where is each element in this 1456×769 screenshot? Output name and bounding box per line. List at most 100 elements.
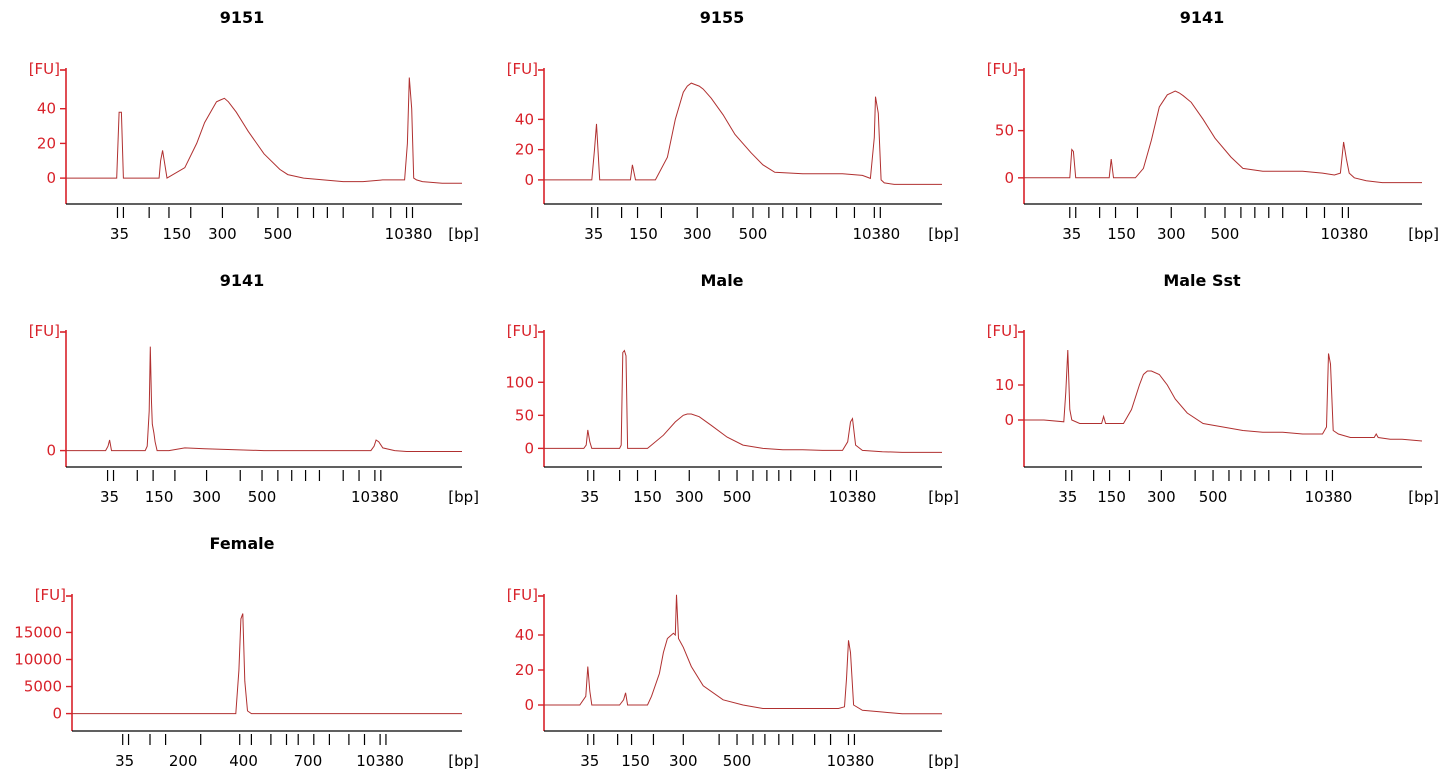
- y-tick-label: 50: [515, 406, 534, 424]
- x-tick-label: 150: [1097, 488, 1126, 506]
- x-tick-label: 150: [629, 225, 658, 243]
- fluorescence-trace: [544, 594, 942, 715]
- panel-title: 9141: [1180, 8, 1225, 27]
- x-tick-label: 500: [739, 225, 768, 243]
- y-tick-label: 0: [524, 439, 534, 457]
- panel-title: Male: [700, 271, 743, 290]
- x-tick-label: 500: [264, 225, 293, 243]
- x-tick-label: 300: [683, 225, 712, 243]
- y-tick-label: 0: [524, 696, 534, 714]
- fluorescence-trace: [1024, 349, 1423, 442]
- y-tick-label: 20: [37, 134, 56, 152]
- x-tick-label: 700: [294, 752, 323, 769]
- electropherogram-panel-4: 9141 [FU] 0 35 150 300 500 10380 [bp]: [29, 271, 479, 506]
- y-axis-unit-label: [FU]: [35, 586, 66, 604]
- electropherogram-panel-3: 9141 [FU] 0 50 35 150 300 500 10380 [bp]: [987, 8, 1439, 243]
- x-axis-unit-label: [bp]: [448, 225, 479, 243]
- panel-title: Female: [210, 534, 275, 553]
- y-axis-unit-label: [FU]: [29, 322, 60, 340]
- x-tick-label: 500: [1211, 225, 1240, 243]
- y-axis-unit-label: [FU]: [507, 586, 538, 604]
- x-axis-unit-label: [bp]: [928, 225, 959, 243]
- electropherogram-panel-5: Male [FU] 0 50 100 35 150 300 500 10380 [bp]: [505, 271, 959, 506]
- panel-title: 9151: [220, 8, 265, 27]
- y-tick-label: 0: [46, 442, 56, 460]
- y-tick-label: 20: [515, 661, 534, 679]
- fluorescence-trace: [72, 613, 462, 715]
- x-tick-label: 10380: [852, 225, 900, 243]
- y-tick-label: 100: [505, 373, 534, 391]
- fluorescence-trace: [544, 82, 942, 185]
- x-tick-label: 10380: [827, 752, 875, 769]
- x-tick-label: 150: [1107, 225, 1136, 243]
- y-tick-label: 0: [524, 171, 534, 189]
- x-tick-label: 300: [1157, 225, 1186, 243]
- x-tick-label: 35: [580, 752, 599, 769]
- x-tick-label: 400: [229, 752, 258, 769]
- x-tick-label: 150: [633, 488, 662, 506]
- x-tick-label: 500: [248, 488, 277, 506]
- x-tick-label: 10380: [1321, 225, 1369, 243]
- panel-title: Male Sst: [1163, 271, 1241, 290]
- fluorescence-trace: [66, 77, 462, 184]
- fluorescence-trace: [66, 346, 462, 452]
- y-tick-label: 0: [46, 169, 56, 187]
- x-tick-label: 35: [110, 225, 129, 243]
- x-tick-label: 35: [1058, 488, 1077, 506]
- y-tick-label: 10: [995, 376, 1014, 394]
- x-axis-unit-label: [bp]: [928, 488, 959, 506]
- y-tick-label: 40: [37, 100, 56, 118]
- x-tick-label: 10380: [385, 225, 433, 243]
- y-axis-unit-label: [FU]: [507, 60, 538, 78]
- x-axis-unit-label: [bp]: [1408, 488, 1439, 506]
- x-tick-label: 300: [669, 752, 698, 769]
- x-tick-label: 300: [1147, 488, 1176, 506]
- x-axis-unit-label: [bp]: [1408, 225, 1439, 243]
- panel-title: 9155: [700, 8, 745, 27]
- electropherogram-panel-8: [FU] 0 20 40 35 150 300 500 10380 [bp]: [507, 586, 959, 769]
- electropherogram-panel-6: Male Sst [FU] 0 10 35 150 300 500 10380 [bp]: [987, 271, 1439, 506]
- y-axis-unit-label: [FU]: [987, 60, 1018, 78]
- x-tick-label: 200: [169, 752, 198, 769]
- y-tick-label: 5000: [24, 678, 62, 696]
- x-tick-label: 300: [208, 225, 237, 243]
- x-tick-label: 10380: [356, 752, 404, 769]
- x-axis-unit-label: [bp]: [448, 488, 479, 506]
- x-tick-label: 35: [115, 752, 134, 769]
- y-tick-label: 50: [995, 122, 1014, 140]
- electropherogram-panel-7: Female [FU] 0 5000 10000 15000 35 200 400 700 1038…: [14, 534, 479, 769]
- y-tick-label: 0: [52, 705, 62, 723]
- y-tick-label: 20: [515, 141, 534, 159]
- electropherogram-panel-2: 9155 [FU] 0 20 40 35 150 300 500 10380 [bp]: [507, 8, 959, 243]
- y-axis-unit-label: [FU]: [507, 322, 538, 340]
- x-tick-label: 300: [675, 488, 704, 506]
- y-axis-unit-label: [FU]: [987, 322, 1018, 340]
- x-axis-unit-label: [bp]: [448, 752, 479, 769]
- y-axis-unit-label: [FU]: [29, 60, 60, 78]
- y-tick-label: 0: [1004, 411, 1014, 429]
- x-tick-label: 150: [145, 488, 174, 506]
- x-tick-label: 500: [1199, 488, 1228, 506]
- y-tick-label: 0: [1004, 169, 1014, 187]
- x-tick-label: 10380: [829, 488, 877, 506]
- fluorescence-trace: [544, 349, 942, 453]
- x-tick-label: 35: [1062, 225, 1081, 243]
- y-tick-label: 15000: [14, 623, 62, 641]
- x-tick-label: 10380: [1305, 488, 1353, 506]
- x-tick-label: 10380: [351, 488, 399, 506]
- x-tick-label: 35: [584, 225, 603, 243]
- electropherogram-panel-1: 9151 [FU] 0 20 40 35 150 300 500 10380 [bp]: [29, 8, 479, 243]
- x-tick-label: 35: [100, 488, 119, 506]
- panel-title: 9141: [220, 271, 265, 290]
- x-tick-label: 300: [192, 488, 221, 506]
- x-tick-label: 500: [723, 488, 752, 506]
- y-tick-label: 40: [515, 110, 534, 128]
- y-tick-label: 40: [515, 626, 534, 644]
- y-tick-label: 10000: [14, 651, 62, 669]
- x-tick-label: 150: [163, 225, 192, 243]
- x-axis-unit-label: [bp]: [928, 752, 959, 769]
- x-tick-label: 35: [580, 488, 599, 506]
- x-tick-label: 150: [621, 752, 650, 769]
- fluorescence-trace: [1024, 90, 1422, 184]
